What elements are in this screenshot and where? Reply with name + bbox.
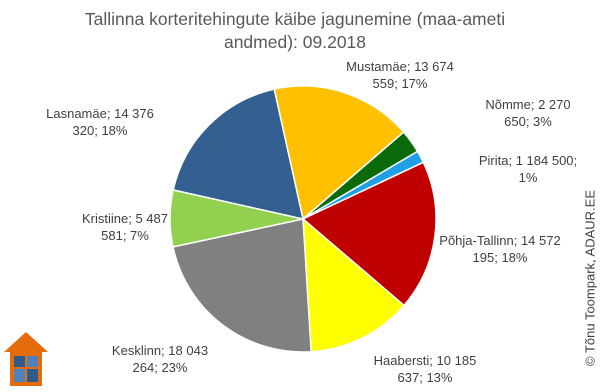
category-label: Haabersti; xyxy=(373,353,433,368)
value-label: 13 674 559; 17% xyxy=(372,59,454,91)
category-label: Põhja-Tallinn; xyxy=(439,233,518,248)
value-label: 1 184 500; 1% xyxy=(515,153,578,185)
data-label: Nõmme; 2 270 650; 3% xyxy=(473,96,583,130)
data-label: Mustamäe; 13 674 559; 17% xyxy=(338,58,463,92)
value-label: 5 487 581; 7% xyxy=(101,211,169,243)
category-label: Kristiine; xyxy=(81,211,132,226)
category-label: Mustamäe; xyxy=(346,59,411,74)
value-label: 14 572 195; 18% xyxy=(472,233,561,265)
data-label: Haabersti; 10 185 637; 13% xyxy=(363,352,488,386)
pie-slice xyxy=(273,85,405,221)
data-label: Lasnamäe; 14 376 320; 18% xyxy=(38,105,163,139)
logo xyxy=(4,332,48,386)
pie-slice xyxy=(301,161,437,307)
data-label: Kristiine; 5 487 581; 7% xyxy=(70,210,180,244)
pie-slice xyxy=(172,218,312,353)
value-label: 10 185 637; 13% xyxy=(397,353,477,385)
data-label: Pirita; 1 184 500; 1% xyxy=(468,152,588,186)
category-label: Pirita; xyxy=(478,153,513,168)
category-label: Lasnamäe; xyxy=(46,106,111,121)
pie-slice xyxy=(172,88,304,220)
data-label: Kesklinn; 18 043 264; 23% xyxy=(98,342,223,376)
category-label: Nõmme; xyxy=(485,97,535,112)
watermark: © Tõnu Toompark, ADAUR.EE xyxy=(582,189,598,367)
value-label: 18 043 264; 23% xyxy=(132,343,209,375)
chart-title: Tallinna korteritehingute käibe jagunemi… xyxy=(84,9,506,52)
value-label: 14 376 320; 18% xyxy=(72,106,154,138)
value-label: 2 270 650; 3% xyxy=(504,97,571,129)
category-label: Kesklinn; xyxy=(111,343,165,358)
data-label: Põhja-Tallinn; 14 572 195; 18% xyxy=(438,232,563,266)
pie-slice xyxy=(302,217,406,353)
